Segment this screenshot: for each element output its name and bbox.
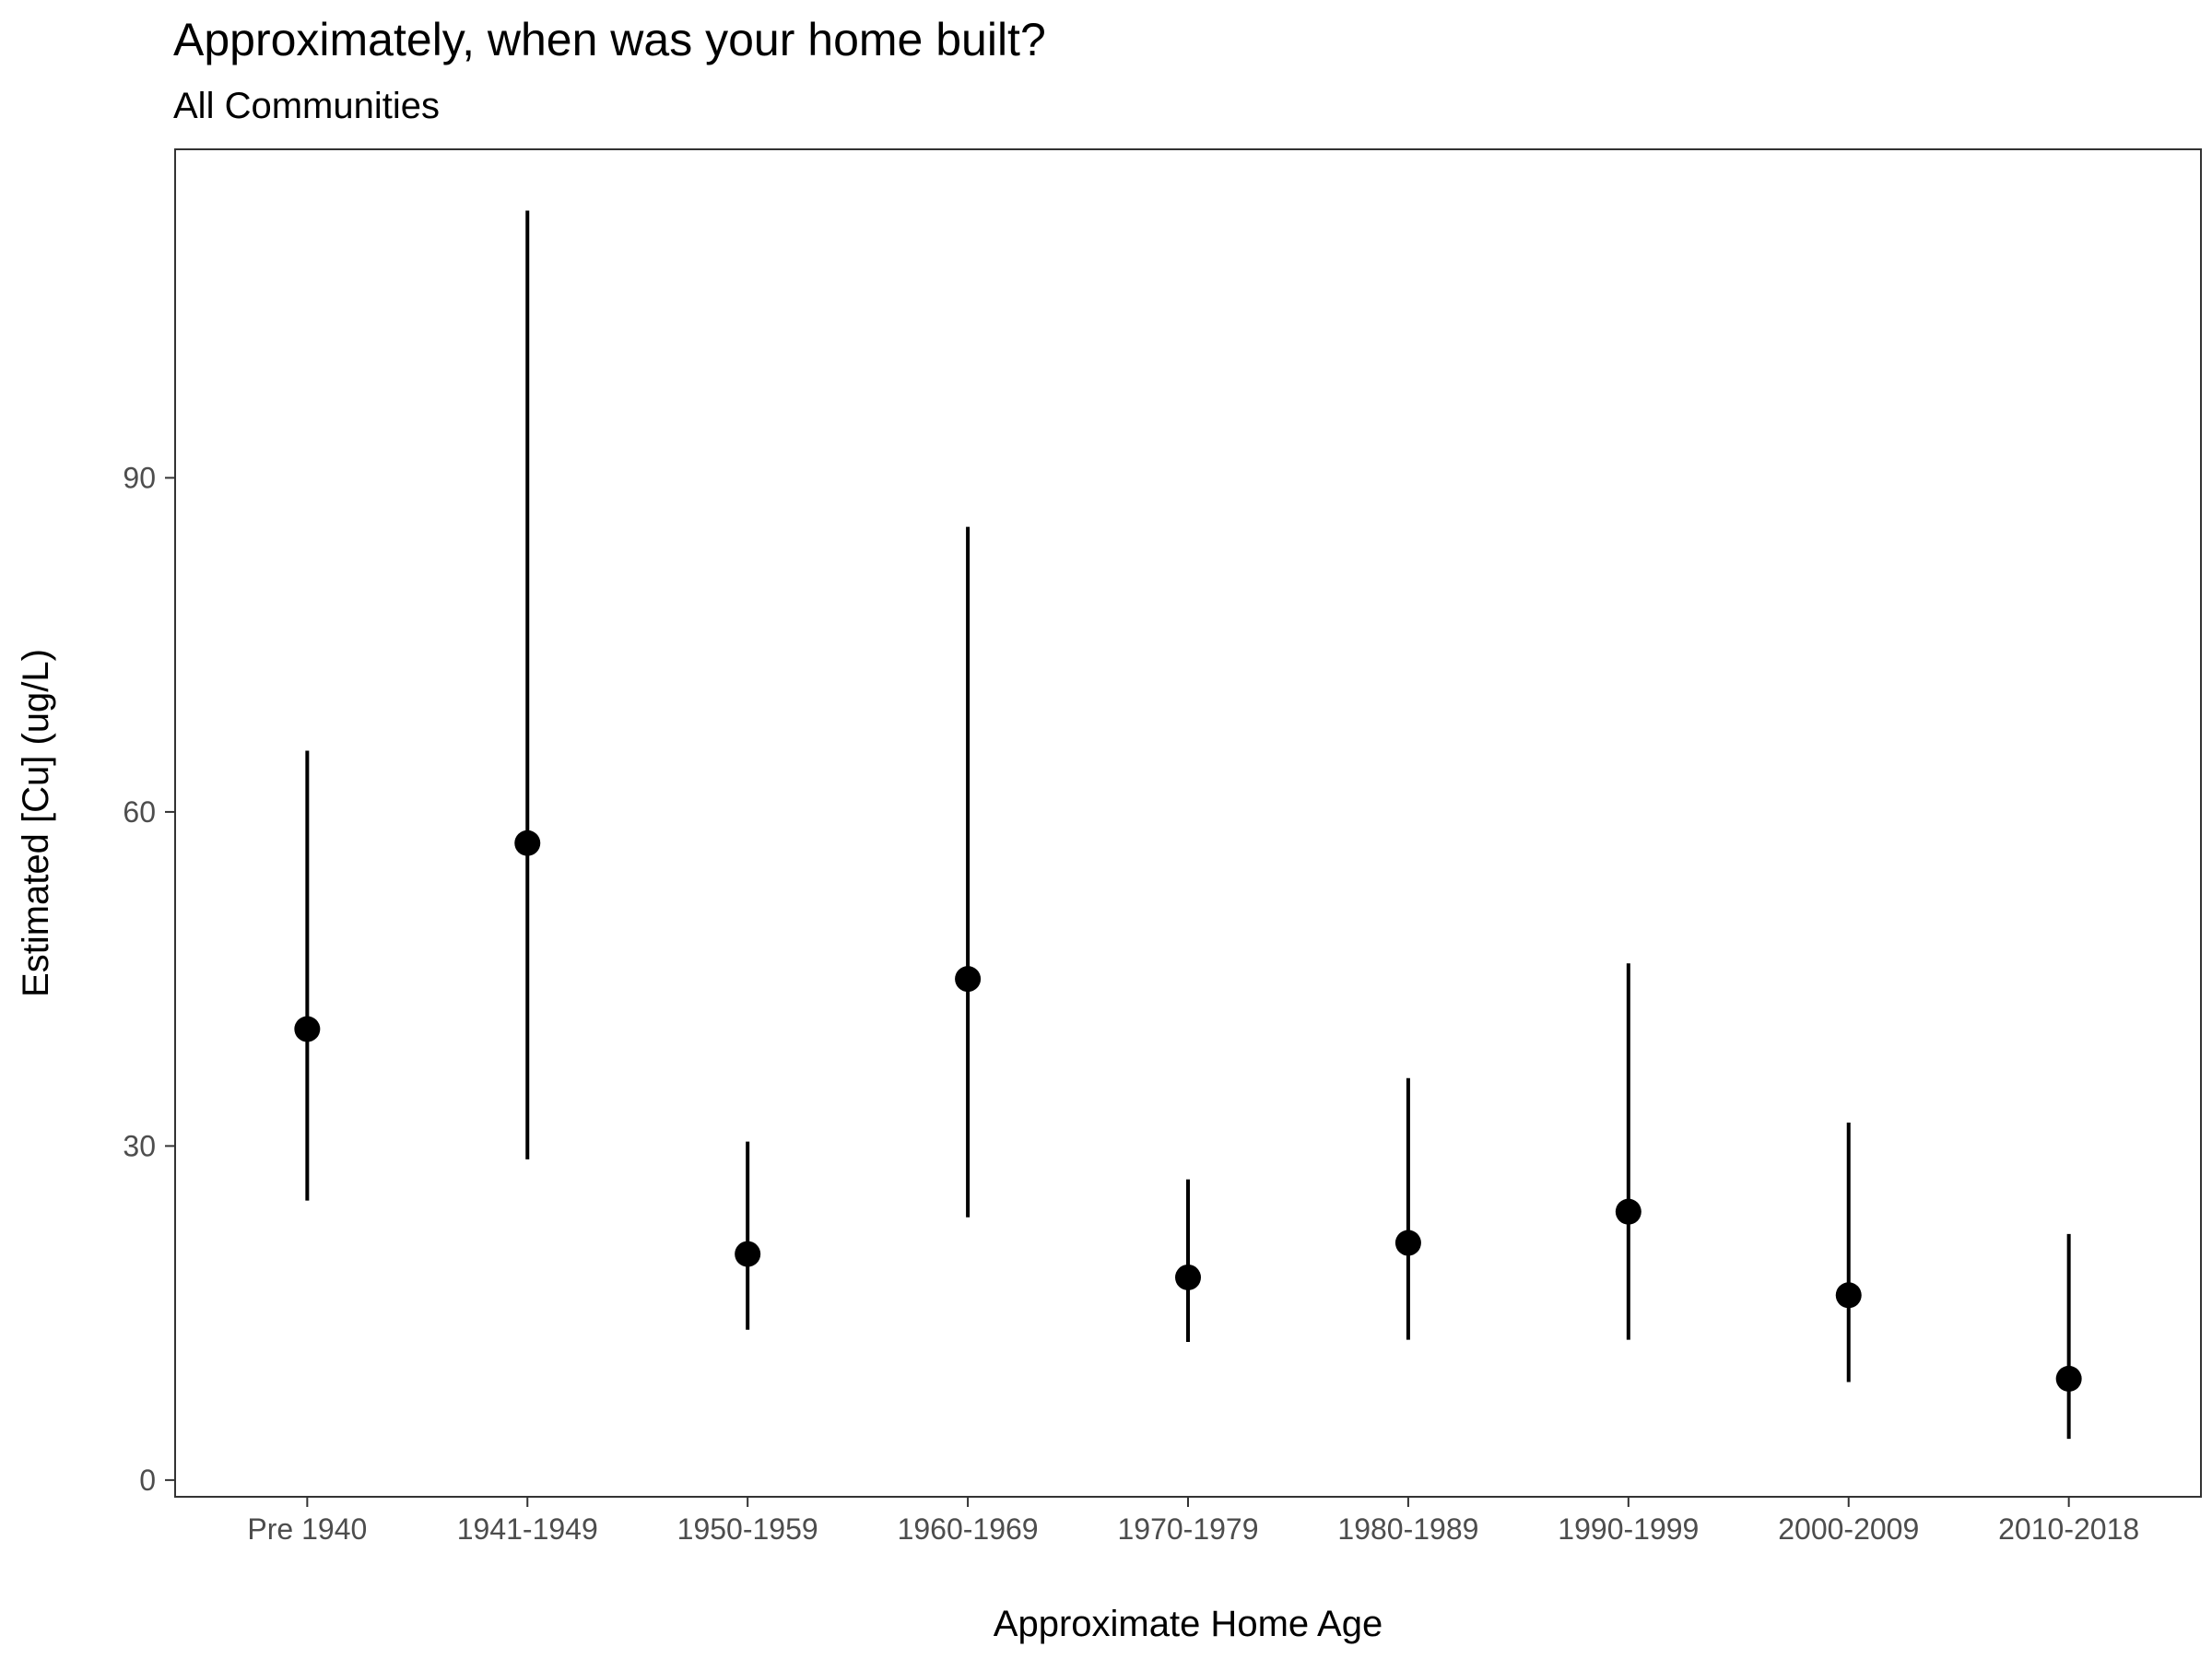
chart-subtitle: All Communities [173, 86, 440, 126]
x-tick-label: 1950-1959 [677, 1512, 818, 1546]
y-axis-title: Estimated [Cu] (ug/L) [16, 649, 56, 997]
data-point [1175, 1264, 1201, 1290]
x-tick-label: 2000-2009 [1778, 1512, 1919, 1546]
data-point [1394, 1230, 1421, 1256]
x-tick-label: 1970-1979 [1117, 1512, 1258, 1546]
data-point [294, 1016, 321, 1042]
y-tick-label: 30 [123, 1129, 156, 1162]
x-axis: Pre 1940 1941-1949 1950-1959 1960-1969 1970-… [247, 1497, 2139, 1546]
x-tick-label: 1980-1989 [1337, 1512, 1478, 1546]
x-tick-label: 2010-2018 [1998, 1512, 2139, 1546]
data-point [955, 966, 982, 993]
errorbars [305, 210, 2071, 1440]
y-tick-label: 60 [123, 795, 156, 829]
data-point [2055, 1365, 2082, 1392]
data-point [1615, 1198, 1641, 1225]
data-point [1835, 1282, 1862, 1309]
points [294, 830, 2082, 1392]
x-tick-label: Pre 1940 [247, 1512, 367, 1546]
y-axis: 0 30 60 90 [123, 461, 175, 1497]
data-point [514, 830, 541, 856]
x-tick-label: 1941-1949 [457, 1512, 598, 1546]
x-tick-label: 1960-1969 [898, 1512, 1039, 1546]
x-axis-title: Approximate Home Age [994, 1604, 1382, 1644]
chart-title: Approximately, when was your home built? [173, 14, 1046, 65]
y-tick-label: 0 [139, 1464, 156, 1497]
data-point [735, 1241, 761, 1267]
x-tick-label: 1990-1999 [1558, 1512, 1699, 1546]
y-tick-label: 90 [123, 461, 156, 494]
